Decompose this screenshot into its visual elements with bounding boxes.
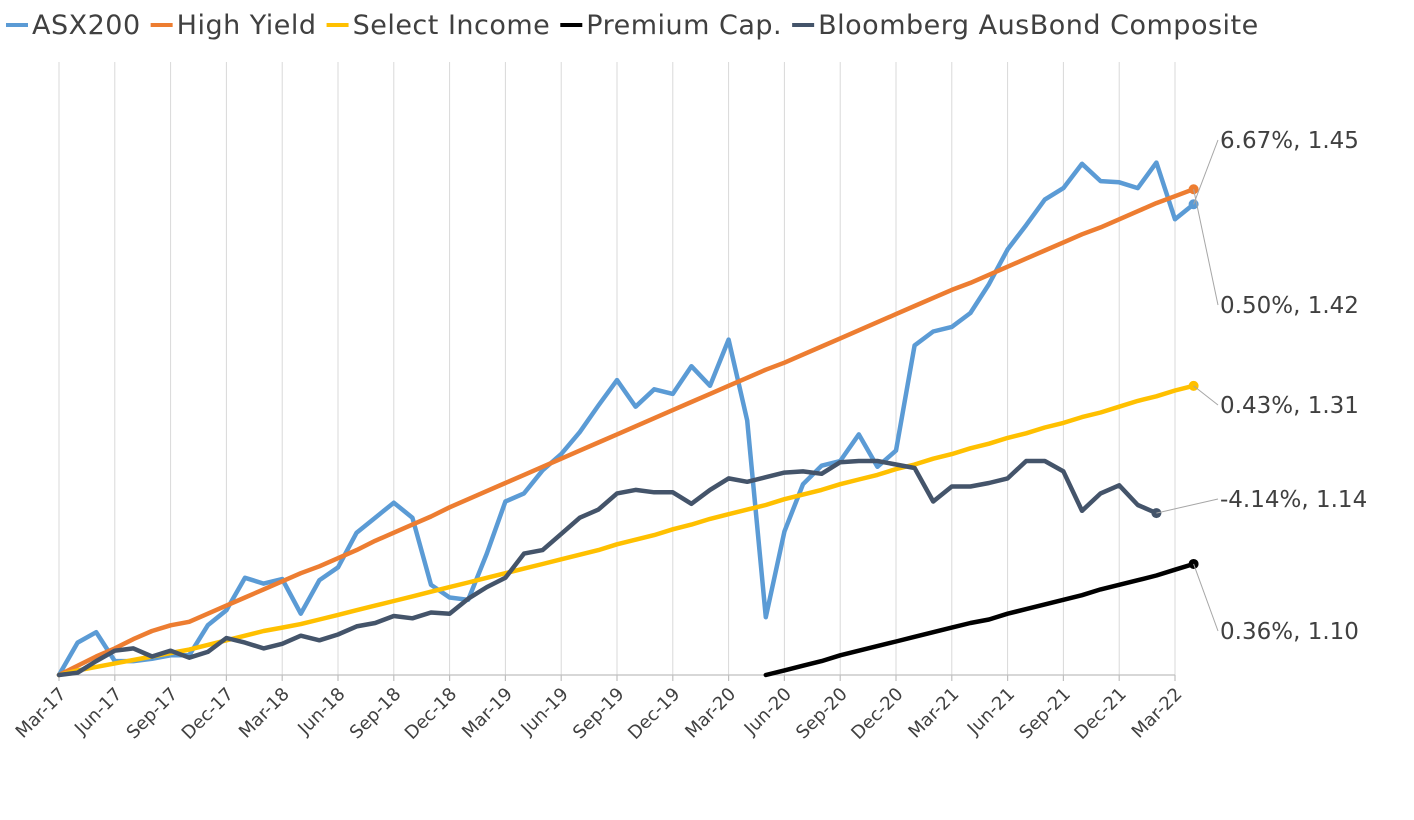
legend-item-bloomberg-ausbond-composite: Bloomberg AusBond Composite <box>792 10 1259 41</box>
end-label-bloomberg-ausbond-composite: -4.14%, 1.14 <box>1220 487 1367 513</box>
x-tick-label-sep-18: Sep-18 <box>346 684 406 744</box>
x-tick-label-sep-21: Sep-21 <box>1015 684 1075 744</box>
x-tick-label-mar-19: Mar-19 <box>458 684 517 743</box>
x-tick-label-dec-20: Dec-20 <box>847 684 907 744</box>
x-tick-label-jun-17: Jun-17 <box>70 684 126 740</box>
legend-item-asx200: ASX200 <box>6 10 141 41</box>
series-lines <box>56 160 1199 678</box>
x-tick-label-mar-22: Mar-22 <box>1128 684 1187 743</box>
end-label-premium-cap: 0.36%, 1.10 <box>1220 619 1359 645</box>
legend-item-premium-cap: Premium Cap. <box>560 10 782 41</box>
series-line-asx200 <box>56 160 1196 678</box>
end-label-select-income: 0.43%, 1.31 <box>1220 393 1359 419</box>
legend-label-bloomberg-ausbond-composite: Bloomberg AusBond Composite <box>818 10 1259 41</box>
legend-label-high-yield: High Yield <box>177 10 317 41</box>
legend-item-select-income: Select Income <box>326 10 551 41</box>
series-line-select-income <box>56 383 1196 678</box>
series-line-bloomberg-ausbond-composite <box>56 458 1159 678</box>
x-tick-label-jun-18: Jun-18 <box>293 684 349 740</box>
x-tick-label-dec-19: Dec-19 <box>624 684 684 744</box>
legend-label-premium-cap: Premium Cap. <box>586 10 782 41</box>
x-tick-label-sep-19: Sep-19 <box>569 684 629 744</box>
leader-line-high-yield <box>1193 189 1219 306</box>
leader-line-asx200 <box>1193 139 1219 205</box>
vertical-gridlines <box>58 62 1176 675</box>
end-label-asx200: 6.67%, 1.45 <box>1220 128 1359 154</box>
end-value-labels: 6.67%, 1.45 0.50%, 1.42 0.43%, 1.31 0.36%, … <box>1156 128 1367 645</box>
x-tick-label-dec-18: Dec-18 <box>401 684 461 744</box>
legend-item-high-yield: High Yield <box>150 10 317 41</box>
x-tick-label-mar-18: Mar-18 <box>235 684 294 743</box>
x-tick-label-dec-21: Dec-21 <box>1070 684 1130 744</box>
x-tick-label-jun-19: Jun-19 <box>516 684 572 740</box>
leader-line-select-income <box>1193 385 1219 406</box>
x-tick-label-jun-21: Jun-21 <box>963 684 1019 740</box>
x-tick-label-jun-20: Jun-20 <box>740 684 796 740</box>
end-label-high-yield: 0.50%, 1.42 <box>1220 293 1359 319</box>
series-line-high-yield <box>56 186 1196 678</box>
x-tick-label-sep-20: Sep-20 <box>792 684 852 744</box>
leader-line-premium-cap <box>1193 563 1219 632</box>
series-line-premium-cap <box>763 561 1196 678</box>
x-tick-label-sep-17: Sep-17 <box>123 684 183 744</box>
x-tick-label-mar-20: Mar-20 <box>681 684 740 743</box>
legend-label-asx200: ASX200 <box>32 10 141 41</box>
x-tick-label-mar-21: Mar-21 <box>904 684 963 743</box>
legend: ASX200 High Yield Select Income Premium Cap… <box>6 10 1259 41</box>
legend-label-select-income: Select Income <box>353 10 551 41</box>
leader-line-bloomberg-ausbond-composite <box>1156 498 1219 514</box>
x-tick-label-dec-17: Dec-17 <box>178 684 238 744</box>
x-tick-label-mar-17: Mar-17 <box>12 684 71 743</box>
